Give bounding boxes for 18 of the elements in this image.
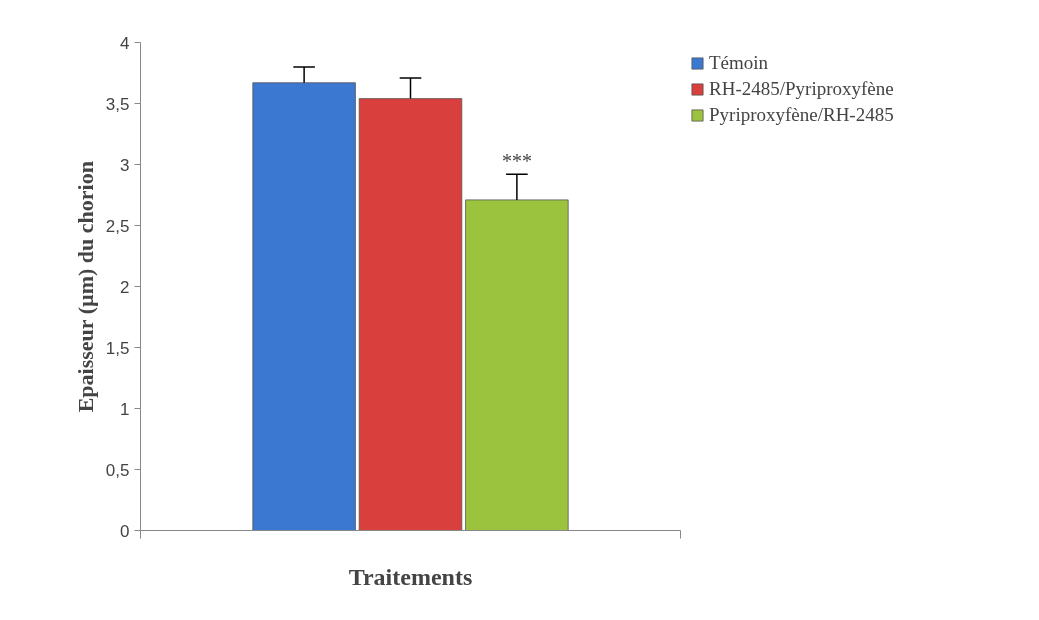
legend-label: Pyriproxyfène/RH-2485 xyxy=(709,104,894,126)
y-tick-label: 1,5 xyxy=(105,338,130,358)
x-axis-title: Traitements xyxy=(348,563,473,590)
y-tick-label: 0,5 xyxy=(105,460,130,480)
bar xyxy=(252,82,356,531)
y-tick-label: 2,5 xyxy=(105,216,130,236)
legend-label: RH-2485/Pyriproxyfène xyxy=(709,78,894,100)
bar xyxy=(465,199,569,531)
y-tick-label: 1 xyxy=(120,399,130,419)
y-tick-label: 0 xyxy=(120,521,130,541)
y-axis-title: Epaisseur (µm) du chorion xyxy=(72,161,98,413)
y-tick-label: 3,5 xyxy=(105,94,130,114)
y-tick-label: 3 xyxy=(120,155,130,175)
legend-label: Témoin xyxy=(709,52,769,74)
bar xyxy=(358,98,463,531)
annotation: *** xyxy=(501,150,532,173)
y-tick-label: 4 xyxy=(120,33,130,53)
y-tick-label: 2 xyxy=(120,277,130,297)
